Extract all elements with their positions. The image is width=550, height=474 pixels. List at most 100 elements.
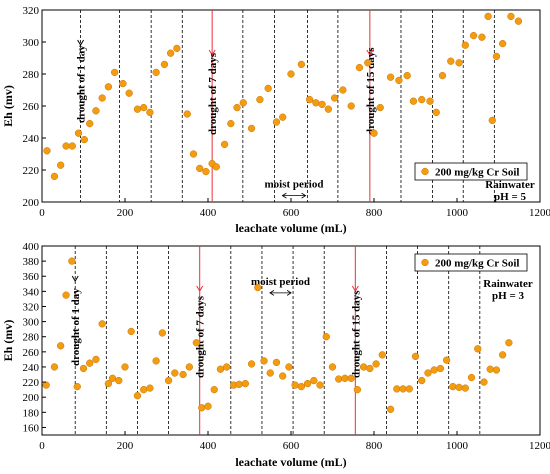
data-point xyxy=(297,382,306,391)
data-point xyxy=(411,352,420,361)
data-point xyxy=(324,105,333,113)
data-point xyxy=(376,103,384,112)
moist-period-arrow-left xyxy=(281,192,287,199)
data-point xyxy=(256,95,264,104)
data-point xyxy=(216,365,225,373)
data-point xyxy=(192,339,201,347)
data-point xyxy=(436,364,445,373)
data-point xyxy=(247,124,256,133)
moist-period-arrow-right xyxy=(286,290,292,296)
data-point xyxy=(227,119,235,128)
event-arrow xyxy=(366,49,374,56)
data-point xyxy=(68,142,76,150)
data-point xyxy=(492,366,501,374)
data-point xyxy=(115,376,123,385)
data-point xyxy=(80,135,88,144)
x-tick-label: 1000 xyxy=(446,207,469,219)
data-point xyxy=(424,369,432,377)
data-point xyxy=(108,374,117,382)
data-point xyxy=(264,84,272,93)
data-point xyxy=(185,363,193,371)
data-point xyxy=(260,357,268,365)
data-point xyxy=(488,116,496,125)
data-point xyxy=(492,52,501,61)
data-point xyxy=(386,73,395,81)
data-point xyxy=(341,374,349,382)
condition-line1: Rainwater xyxy=(483,278,533,290)
data-point xyxy=(486,365,494,373)
data-point xyxy=(140,385,148,394)
data-point xyxy=(287,70,295,78)
data-point xyxy=(204,402,212,410)
y-tick-label: 220 xyxy=(23,165,40,177)
data-point xyxy=(403,71,411,80)
y-tick-label: 300 xyxy=(23,37,40,49)
data-point xyxy=(152,68,160,77)
data-point xyxy=(438,71,447,80)
data-point xyxy=(241,379,250,388)
x-tick-label: 0 xyxy=(39,440,45,452)
data-point xyxy=(202,167,210,176)
y-tick-label: 260 xyxy=(23,101,40,113)
data-point xyxy=(171,369,179,377)
y-tick-label: 320 xyxy=(23,301,40,313)
y-axis-title: Eh (mv) xyxy=(1,320,15,362)
data-point xyxy=(291,381,299,389)
drought1-arrow xyxy=(77,39,85,46)
x-tick-label: 800 xyxy=(366,207,383,219)
data-point xyxy=(272,118,281,126)
data-point xyxy=(469,31,478,40)
condition-line1: Rainwater xyxy=(485,179,535,191)
y-tick-label: 180 xyxy=(23,407,40,419)
data-point xyxy=(442,356,451,364)
x-tick-label: 200 xyxy=(117,440,134,452)
data-point xyxy=(505,339,513,347)
data-point xyxy=(432,108,440,117)
data-point xyxy=(74,129,83,137)
y-tick-label: 360 xyxy=(23,271,40,283)
data-point xyxy=(347,374,355,382)
data-point xyxy=(50,363,59,371)
chart-bottom-ph3: drought of 7 days drought of 15 days droug… xyxy=(1,241,550,469)
data-point xyxy=(455,383,463,392)
data-point xyxy=(62,291,70,299)
y-tick-label: 200 xyxy=(23,197,40,209)
data-point xyxy=(480,378,488,386)
data-point xyxy=(339,86,347,94)
y-tick-label: 300 xyxy=(23,317,40,329)
data-point xyxy=(86,119,94,128)
data-point xyxy=(119,79,127,88)
legend-label: 200 mg/kg Cr Soil xyxy=(435,258,519,270)
data-point xyxy=(133,105,142,113)
data-point xyxy=(310,376,318,385)
moist-period-arrow-right xyxy=(301,192,307,199)
data-point xyxy=(359,363,368,371)
data-point xyxy=(328,363,337,371)
x-tick-label: 600 xyxy=(283,207,300,219)
data-point xyxy=(272,358,281,367)
event-label: drought of 7 days xyxy=(207,52,219,135)
y-tick-label: 160 xyxy=(23,422,40,434)
data-point xyxy=(164,376,173,385)
data-point xyxy=(395,76,403,85)
data-point xyxy=(92,107,100,115)
event-label: drought of 15 days xyxy=(350,290,362,378)
x-tick-label: 1200 xyxy=(529,207,550,219)
moist-period-label: moist period xyxy=(265,179,324,191)
data-point xyxy=(499,351,507,359)
data-point xyxy=(449,382,457,391)
moist-period-arrow-left xyxy=(269,290,275,296)
y-tick-label: 200 xyxy=(23,392,40,404)
data-point xyxy=(467,373,476,382)
data-point xyxy=(92,355,100,364)
data-point xyxy=(68,257,76,265)
y-tick-label: 220 xyxy=(23,377,40,389)
data-point xyxy=(210,385,218,394)
y-tick-label: 320 xyxy=(23,5,40,17)
data-point xyxy=(297,60,306,69)
y-tick-label: 280 xyxy=(23,69,40,81)
moist-period-label: moist period xyxy=(251,276,310,288)
data-point xyxy=(57,342,65,350)
drought1-arrow xyxy=(71,275,79,282)
legend-box xyxy=(414,162,528,181)
